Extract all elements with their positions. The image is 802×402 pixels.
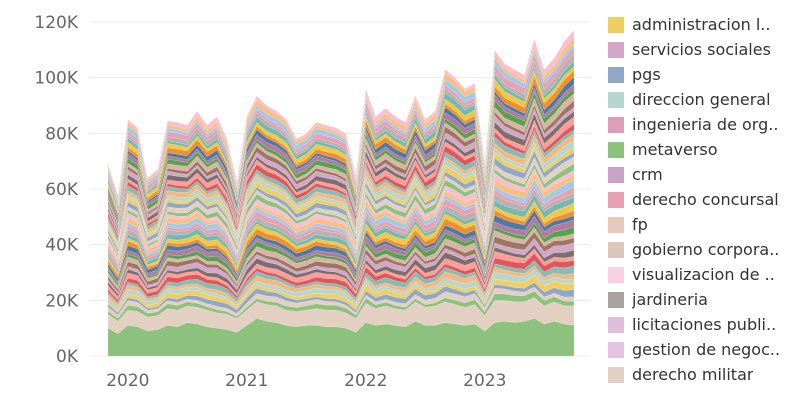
y-tick-label: 60K	[45, 180, 79, 200]
area-layer	[107, 43, 575, 203]
y-tick-label: 120K	[34, 13, 78, 33]
legend-swatch	[608, 116, 624, 133]
area-layer	[107, 29, 575, 197]
legend-swatch	[608, 16, 624, 33]
y-tick-label: 0K	[56, 347, 79, 367]
area-layer	[107, 178, 575, 266]
area-layer	[107, 110, 575, 235]
legend-item[interactable]: servicios sociales	[608, 37, 798, 62]
x-tick-label: 2022	[344, 371, 387, 391]
legend-label: fp	[632, 215, 648, 234]
legend-item[interactable]: ingenieria de org..	[608, 112, 798, 137]
legend-label: crm	[632, 165, 663, 184]
area-layer	[107, 116, 575, 237]
area-layer	[107, 70, 575, 216]
area-layer	[107, 167, 575, 261]
legend-item[interactable]: fp	[608, 212, 798, 237]
legend-item[interactable]: derecho concursal	[608, 187, 798, 212]
area-layer	[107, 29, 575, 195]
y-axis-ticks: 0K 20K 40K 60K 80K 100K 120K	[34, 13, 78, 367]
area-layer	[107, 210, 575, 283]
area-layer	[107, 53, 575, 207]
legend-swatch	[608, 166, 624, 183]
area-layer	[107, 83, 575, 222]
area-layer	[107, 172, 575, 264]
legend-label: jardineria	[632, 290, 708, 309]
area-layer	[107, 123, 575, 240]
area-layer	[107, 133, 575, 245]
area-layer	[107, 193, 575, 274]
area-layer	[107, 156, 575, 256]
legend-swatch	[608, 141, 624, 158]
area-layer	[107, 248, 575, 301]
legend-swatch	[608, 66, 624, 83]
legend-item[interactable]: visualizacion de ..	[608, 262, 798, 287]
legend-label: administracion l..	[632, 15, 771, 34]
legend-label: licitaciones publi..	[632, 315, 777, 334]
legend-item[interactable]: licitaciones publi..	[608, 312, 798, 337]
legend-item[interactable]: direccion general	[608, 87, 798, 112]
x-tick-label: 2021	[225, 371, 268, 391]
area-layer	[107, 222, 575, 287]
area-layer	[107, 275, 575, 314]
area-layer	[107, 231, 575, 293]
legend-swatch	[608, 266, 624, 283]
area-layer	[107, 238, 575, 295]
legend-item[interactable]: derecho militar	[608, 362, 798, 387]
x-tick-label: 2023	[463, 371, 506, 391]
y-tick-label: 20K	[45, 291, 79, 311]
legend-item[interactable]: gobierno corpora..	[608, 237, 798, 262]
legend-item[interactable]: jardineria	[608, 287, 798, 312]
legend-label: direccion general	[632, 90, 771, 109]
legend-label: pgs	[632, 65, 661, 84]
legend-swatch	[608, 341, 624, 358]
area-layer	[107, 163, 575, 258]
legend-label: derecho militar	[632, 365, 754, 384]
y-tick-label: 100K	[34, 69, 78, 89]
area-layer	[107, 265, 575, 308]
legend-swatch	[608, 291, 624, 308]
legend-item[interactable]: crm	[608, 162, 798, 187]
x-tick-label: 2020	[106, 371, 149, 391]
area-layer	[107, 129, 575, 243]
legend-label: metaverso	[632, 140, 718, 159]
area-layer	[107, 253, 575, 303]
legend-label: servicios sociales	[632, 40, 771, 59]
legend-label: gestion de negoc..	[632, 340, 781, 359]
legend-item[interactable]: gestion de negoc..	[608, 337, 798, 362]
area-layer	[107, 66, 575, 214]
area-layer	[107, 269, 575, 312]
legend-label: gobierno corpora..	[632, 240, 780, 259]
legend: administracion l.. servicios sociales pgs d…	[608, 12, 798, 387]
legend-item[interactable]: pgs	[608, 62, 798, 87]
legend-swatch	[608, 216, 624, 233]
area-layer	[107, 200, 575, 276]
y-tick-label: 80K	[45, 124, 79, 144]
area-layer	[107, 76, 575, 219]
area-layer	[107, 106, 575, 233]
legend-label: ingenieria de org..	[632, 115, 779, 134]
legend-label: derecho concursal	[632, 190, 779, 209]
legend-item[interactable]: metaverso	[608, 137, 798, 162]
stacked-area-chart: 0K 20K 40K 60K 80K 100K 120K 2020 2021 2022 2023	[34, 13, 590, 391]
x-axis-ticks: 2020 2021 2022 2023	[106, 371, 506, 391]
legend-swatch	[608, 241, 624, 258]
area-layers	[107, 29, 575, 357]
legend-label: visualizacion de ..	[632, 265, 775, 284]
legend-swatch	[608, 316, 624, 333]
area-layer	[107, 47, 575, 205]
area-layer	[107, 184, 575, 269]
legend-item[interactable]: administracion l..	[608, 12, 798, 37]
area-layer	[107, 88, 575, 225]
legend-swatch	[608, 91, 624, 108]
legend-swatch	[608, 366, 624, 383]
area-layer	[107, 286, 575, 319]
y-tick-label: 40K	[45, 236, 79, 256]
legend-swatch	[608, 191, 624, 208]
legend-swatch	[608, 41, 624, 58]
